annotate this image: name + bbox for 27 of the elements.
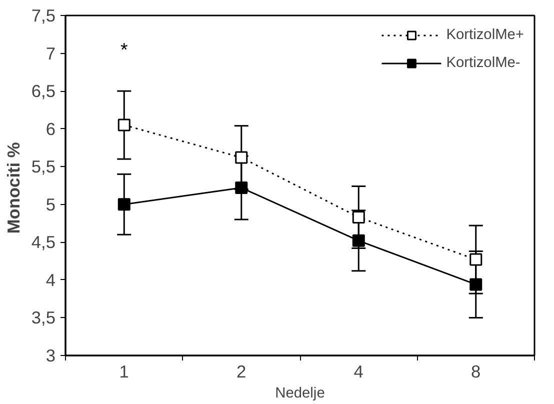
- point: [118, 118, 130, 132]
- y-tick-label: 6,5: [31, 81, 56, 102]
- y-axis-title: Monociti %: [3, 142, 24, 234]
- x-tick-label: 4: [354, 362, 364, 382]
- point: [470, 253, 482, 266]
- y-tick-label: 3,5: [31, 308, 56, 328]
- y-tick-label: 5: [46, 194, 56, 214]
- legend-label: KortizolMe+: [446, 27, 524, 43]
- x-tick-label: 1: [119, 362, 129, 382]
- x-tick-label: 2: [236, 362, 246, 382]
- point: [235, 182, 248, 194]
- point: [235, 151, 248, 164]
- legend-label: KortizolMe-: [446, 55, 520, 71]
- annotation: *: [120, 39, 128, 60]
- x-axis-title: Nedelje: [275, 386, 325, 402]
- point: [352, 210, 365, 224]
- y-tick-label: 4,5: [31, 232, 56, 252]
- y-tick-label: 5,5: [31, 156, 56, 177]
- point: [470, 278, 482, 291]
- y-tick-label: 7: [46, 43, 56, 64]
- x-tick-label: 8: [471, 362, 481, 382]
- y-tick-label: 7,5: [31, 6, 56, 26]
- y-tick-label: 3: [46, 346, 56, 366]
- y-tick-label: 4: [46, 270, 56, 290]
- point: [352, 234, 365, 247]
- point: [118, 198, 130, 211]
- y-tick-label: 6: [46, 118, 56, 139]
